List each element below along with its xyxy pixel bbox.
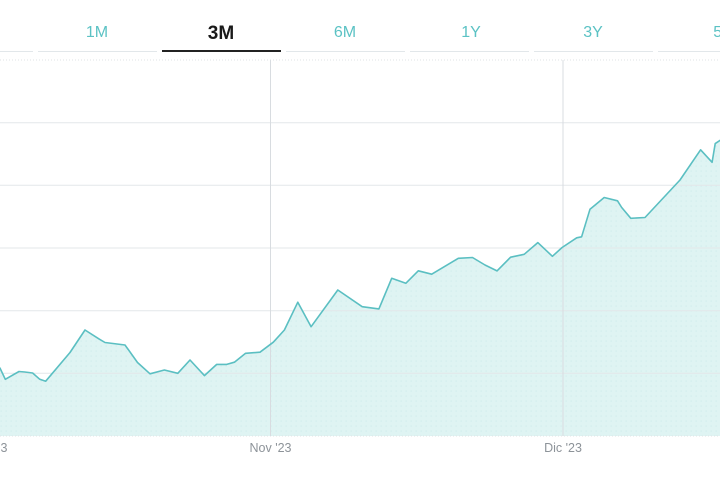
svg-text:Dic '23: Dic '23	[544, 441, 582, 455]
svg-text:Ott '23: Ott '23	[0, 441, 7, 455]
svg-text:Nov '23: Nov '23	[250, 441, 292, 455]
